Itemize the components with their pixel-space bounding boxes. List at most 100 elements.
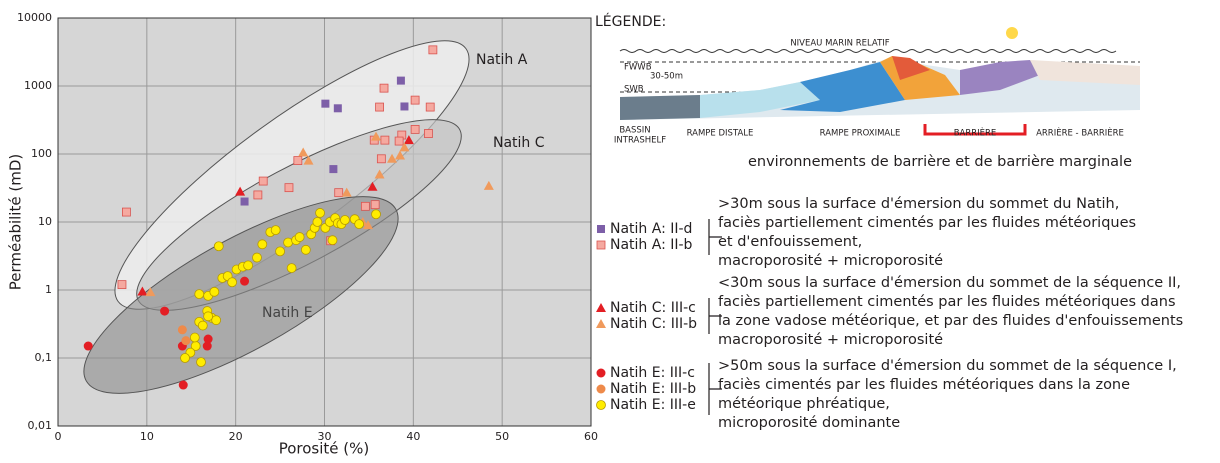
legend-label: Natih E: III-b <box>610 381 696 397</box>
annotation: Natih E <box>262 305 313 321</box>
marker-triangle <box>145 287 156 297</box>
marker-square <box>410 125 420 134</box>
legend-note: météorique phréatique, <box>718 396 890 412</box>
marker-circle <box>257 239 268 250</box>
marker-circle <box>340 215 350 225</box>
diagram-title: LÉGENDE: <box>595 13 666 30</box>
marker-circle <box>275 246 285 257</box>
marker-circle <box>300 244 311 255</box>
y-tick-label: 0,01 <box>28 419 53 432</box>
marker-triangle <box>298 147 309 157</box>
y-tick-label: 1 <box>45 283 52 296</box>
legend-label: Natih E: III-c <box>610 365 695 381</box>
legend-label: Natih E: III-e <box>610 397 696 413</box>
marker-circle <box>209 286 220 297</box>
marker-circle <box>327 235 338 246</box>
sea-level-label: NIVEAU MARIN RELATIF <box>790 39 889 49</box>
marker-circle <box>240 276 250 286</box>
marker-square <box>396 76 405 85</box>
legend-bracket <box>708 363 722 415</box>
legend-marker <box>596 384 606 394</box>
points <box>83 45 494 390</box>
marker-circle <box>178 380 188 390</box>
marker-circle <box>203 311 214 322</box>
legend-note: et d'enfouissement, <box>718 234 862 250</box>
marker-circle <box>252 252 262 263</box>
legend-marker <box>597 225 605 233</box>
legend-marker <box>596 400 606 410</box>
marker-triangle <box>395 150 406 160</box>
marker-square <box>370 200 380 210</box>
marker-circle <box>213 241 224 252</box>
marker-square <box>360 201 370 211</box>
marker-square <box>334 188 344 198</box>
marker-circle <box>211 315 222 326</box>
marker-circle <box>294 232 305 242</box>
marker-square <box>333 104 342 113</box>
y-tick-label: 10000 <box>17 11 52 24</box>
basin <box>620 95 700 120</box>
zone-label: RAMPE DISTALE <box>687 129 754 139</box>
legend-note: faciès partiellement cimentés par les fl… <box>718 294 1176 310</box>
marker-circle <box>315 208 325 218</box>
marker-triangle <box>399 142 410 152</box>
marker-circle <box>243 260 254 271</box>
zone-label: RAMPE PROXIMALE <box>820 129 901 139</box>
marker-square <box>400 102 409 111</box>
marker-triangle <box>303 155 314 165</box>
marker-circle <box>189 332 200 343</box>
legend-bracket <box>708 219 722 255</box>
marker-square <box>394 136 404 146</box>
marker-circle <box>202 341 212 351</box>
back-barrier <box>960 60 1040 95</box>
marker-triangle <box>367 181 378 191</box>
zone-label: BASSIN <box>619 126 650 136</box>
legend-note: >30m sous la surface d'émersion du somme… <box>718 196 1119 212</box>
marker-circle <box>196 357 206 368</box>
legend-label: Natih A: II-d <box>610 221 692 237</box>
swb-label: SWB <box>624 85 644 95</box>
legend-marker <box>596 319 606 328</box>
legend-bracket <box>708 298 722 334</box>
marker-triangle <box>235 186 246 196</box>
marker-triangle <box>387 153 398 163</box>
sea-level <box>619 49 1117 53</box>
marker-triangle <box>363 220 374 230</box>
marker-square <box>425 102 435 112</box>
marker-circle <box>227 277 238 288</box>
marker-square <box>410 95 420 105</box>
marker-circle <box>83 341 93 351</box>
legend-label: Natih C: III-c <box>610 300 696 316</box>
marker-square <box>258 176 268 186</box>
marker-square <box>375 102 384 112</box>
sun <box>1006 27 1018 39</box>
marker-square <box>329 165 338 174</box>
legend-note: faciès partiellement cimentés par les fl… <box>718 215 1136 231</box>
marker-square <box>380 135 390 145</box>
legend-marker <box>596 303 606 312</box>
marker-square <box>122 207 131 217</box>
x-axis-label: Porosité (%) <box>279 440 370 458</box>
marker-circle <box>270 225 281 236</box>
annotation: Natih A <box>476 52 528 68</box>
legend-note: la zone vadose météorique, et par des fl… <box>718 313 1183 329</box>
marker-square <box>321 99 330 108</box>
barrier-bracket <box>923 124 1027 136</box>
legend-marker <box>596 368 606 378</box>
barrier-core <box>892 56 930 80</box>
marker-square <box>284 183 294 193</box>
marker-square <box>379 83 389 93</box>
y-tick-label: 1000 <box>24 79 52 92</box>
x-tick-label: 30 <box>318 430 332 443</box>
y-tick-label: 10 <box>38 215 52 228</box>
marker-square <box>293 156 303 165</box>
x-tick-label: 10 <box>140 430 154 443</box>
marker-circle <box>371 209 381 220</box>
x-tick-label: 0 <box>55 430 62 443</box>
environment-diagram: LÉGENDE: NIVEAU MARIN RELATIF FWWB 30-50… <box>595 13 1140 170</box>
marker-square <box>240 197 249 206</box>
marker-square <box>424 129 433 138</box>
marker-circle <box>286 263 297 273</box>
